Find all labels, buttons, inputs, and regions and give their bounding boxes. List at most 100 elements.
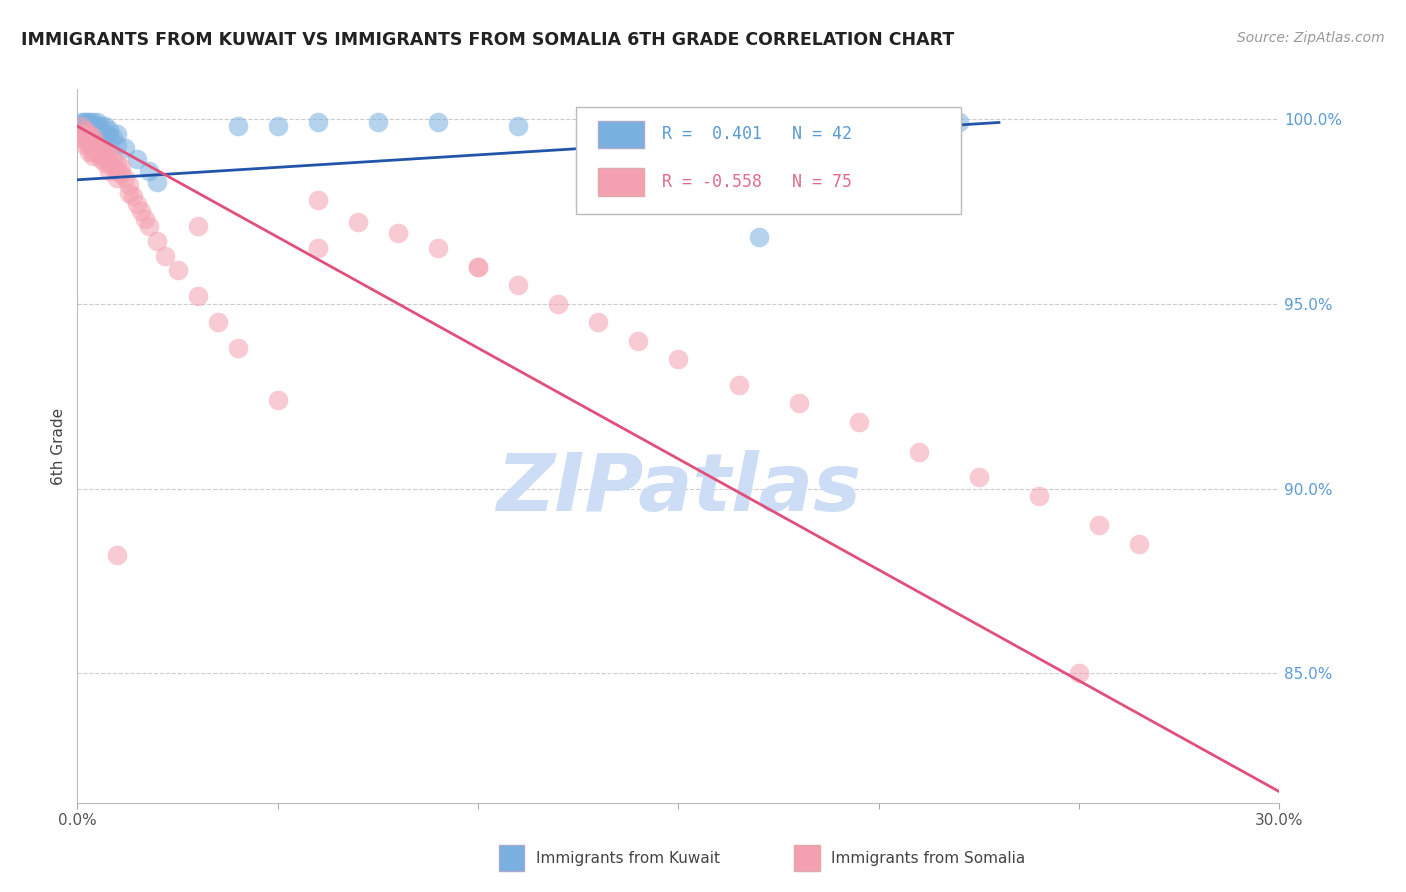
Point xyxy=(226,341,249,355)
Point xyxy=(727,378,749,392)
Point xyxy=(98,130,121,145)
Point xyxy=(98,156,121,170)
Point xyxy=(131,204,153,219)
Point xyxy=(94,156,117,170)
Point xyxy=(98,149,121,163)
Point xyxy=(107,170,129,185)
Point xyxy=(948,115,970,129)
Point xyxy=(94,149,117,163)
Point xyxy=(155,249,177,263)
Text: Immigrants from Somalia: Immigrants from Somalia xyxy=(831,851,1025,865)
Point xyxy=(75,134,97,148)
Text: ZIPatlas: ZIPatlas xyxy=(496,450,860,528)
Text: Source: ZipAtlas.com: Source: ZipAtlas.com xyxy=(1237,31,1385,45)
Point xyxy=(82,130,104,145)
Point xyxy=(307,115,329,129)
Point xyxy=(967,470,990,484)
Point xyxy=(79,119,101,133)
Point xyxy=(75,115,97,129)
Point xyxy=(848,415,870,429)
Point xyxy=(1028,489,1050,503)
Point xyxy=(114,170,136,185)
Point xyxy=(75,127,97,141)
Point xyxy=(70,119,93,133)
Point xyxy=(82,149,104,163)
Point xyxy=(187,289,209,303)
Point xyxy=(267,119,290,133)
FancyBboxPatch shape xyxy=(598,120,644,148)
Point xyxy=(127,196,149,211)
Point xyxy=(508,119,530,133)
Point xyxy=(90,149,112,163)
Point xyxy=(118,178,141,193)
Point xyxy=(114,141,136,155)
Point xyxy=(70,127,93,141)
Point xyxy=(98,163,121,178)
Point xyxy=(86,141,108,155)
Point xyxy=(90,145,112,159)
Point xyxy=(75,123,97,137)
Point xyxy=(787,396,810,410)
Point xyxy=(138,163,160,178)
Point xyxy=(307,241,329,255)
Point xyxy=(90,127,112,141)
Text: R = -0.558   N = 75: R = -0.558 N = 75 xyxy=(662,173,852,191)
Point xyxy=(107,548,129,562)
Point xyxy=(110,160,132,174)
Point xyxy=(86,137,108,152)
Point xyxy=(908,444,931,458)
Point xyxy=(1088,518,1111,533)
Bar xyxy=(499,845,524,871)
Point xyxy=(547,296,569,310)
Point xyxy=(107,156,129,170)
Point xyxy=(86,119,108,133)
Point xyxy=(94,127,117,141)
Point xyxy=(90,153,112,167)
Point xyxy=(82,119,104,133)
Point xyxy=(107,127,129,141)
Text: R =  0.401   N = 42: R = 0.401 N = 42 xyxy=(662,125,852,143)
Point xyxy=(367,115,389,129)
Y-axis label: 6th Grade: 6th Grade xyxy=(51,408,66,484)
Point xyxy=(79,134,101,148)
FancyBboxPatch shape xyxy=(576,107,960,214)
Point xyxy=(748,230,770,244)
Point xyxy=(467,260,489,274)
Point xyxy=(86,115,108,129)
Point xyxy=(508,278,530,293)
Point xyxy=(307,193,329,207)
Point xyxy=(127,153,149,167)
Point xyxy=(146,175,169,189)
Point xyxy=(79,127,101,141)
Point xyxy=(82,134,104,148)
Point xyxy=(122,189,145,203)
Point xyxy=(427,241,450,255)
Point xyxy=(868,115,890,129)
Text: IMMIGRANTS FROM KUWAIT VS IMMIGRANTS FROM SOMALIA 6TH GRADE CORRELATION CHART: IMMIGRANTS FROM KUWAIT VS IMMIGRANTS FRO… xyxy=(21,31,955,49)
Point xyxy=(75,137,97,152)
Point xyxy=(118,186,141,200)
Point xyxy=(467,260,489,274)
Point xyxy=(134,211,156,226)
Point xyxy=(79,130,101,145)
Point xyxy=(588,123,610,137)
Point xyxy=(1128,537,1150,551)
Point xyxy=(103,160,125,174)
Point xyxy=(668,352,690,367)
Point xyxy=(82,115,104,129)
Point xyxy=(79,137,101,152)
Point xyxy=(82,137,104,152)
Point xyxy=(90,141,112,155)
Point xyxy=(1069,666,1091,681)
Point xyxy=(187,219,209,233)
Point xyxy=(103,153,125,167)
Point xyxy=(588,315,610,329)
Point xyxy=(75,119,97,133)
Point xyxy=(79,145,101,159)
Point xyxy=(82,127,104,141)
Point xyxy=(86,145,108,159)
FancyBboxPatch shape xyxy=(598,169,644,195)
Point xyxy=(387,227,409,241)
Point xyxy=(94,145,117,159)
Point xyxy=(107,163,129,178)
